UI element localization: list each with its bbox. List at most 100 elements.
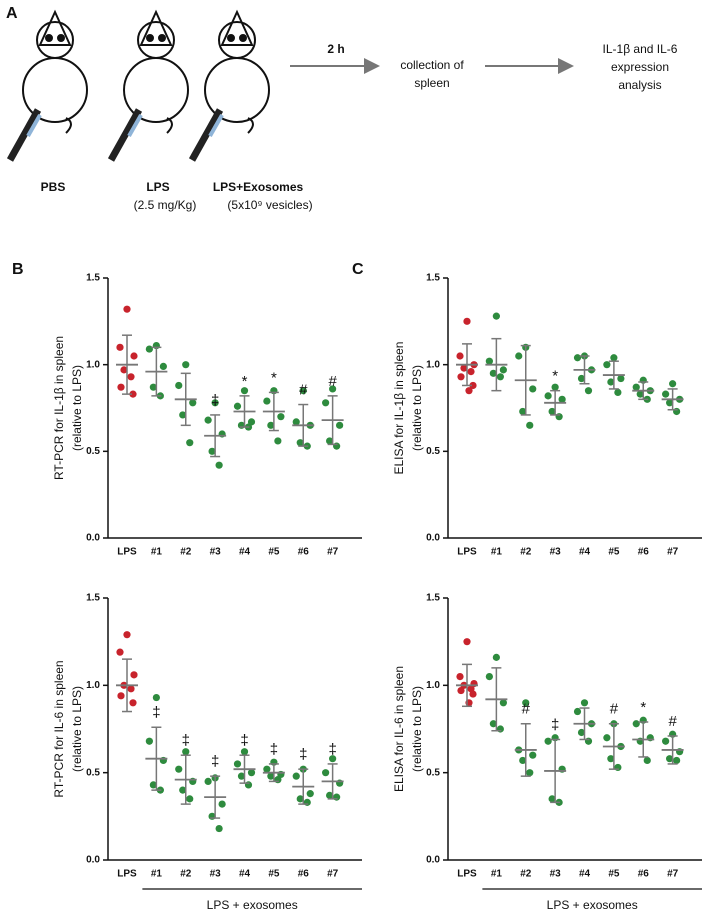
data-point	[673, 756, 681, 765]
significance: *	[640, 699, 646, 716]
data-point	[522, 699, 530, 707]
data-point	[292, 418, 300, 426]
y-tick-label: 1.5	[426, 273, 440, 284]
data-point	[296, 439, 304, 447]
data-point	[186, 795, 194, 803]
data-point	[465, 387, 473, 395]
x-tick-label: #7	[327, 547, 339, 558]
data-point	[573, 354, 582, 362]
data-point	[179, 411, 187, 419]
group-dose: (2.5 mg/Kg)	[134, 198, 197, 212]
x-tick-label: #6	[638, 869, 650, 880]
data-point	[489, 720, 497, 728]
data-point	[662, 390, 670, 398]
x-tick-label: #3	[210, 869, 222, 880]
y-axis-label: ELISA for IL-1β in spleen	[392, 342, 406, 475]
data-point	[296, 795, 304, 803]
data-point	[662, 737, 670, 745]
data-point	[263, 765, 271, 773]
data-point	[463, 638, 471, 646]
data-point	[329, 385, 337, 393]
significance: ‡	[211, 392, 219, 409]
data-point	[607, 755, 615, 763]
data-point	[117, 692, 125, 700]
significance: ‡	[152, 704, 160, 721]
data-point	[456, 673, 464, 681]
data-point	[263, 397, 271, 405]
data-point	[632, 720, 640, 728]
data-point	[233, 402, 242, 410]
y-tick-label: 1.5	[426, 593, 440, 604]
data-point	[123, 631, 131, 639]
data-point	[326, 437, 334, 445]
data-point	[117, 383, 125, 391]
y-tick-label: 1.0	[86, 680, 100, 691]
y-axis-label: RT-PCR for IL-1β in spleen	[52, 336, 66, 480]
x-tick-label: #6	[298, 869, 310, 880]
data-point	[457, 373, 465, 381]
data-point	[274, 776, 282, 784]
data-point	[333, 793, 341, 801]
data-point	[496, 373, 504, 381]
data-point	[116, 343, 124, 351]
data-point	[182, 748, 190, 756]
data-point	[526, 769, 534, 777]
data-point	[120, 366, 128, 374]
step-text: analysis	[618, 78, 661, 92]
significance: ‡	[328, 741, 336, 758]
x-tick-label: #4	[239, 547, 251, 558]
data-point	[617, 374, 625, 383]
data-point	[129, 699, 137, 707]
mice	[6, 9, 270, 162]
data-point	[267, 772, 275, 780]
data-point	[329, 755, 337, 763]
data-point	[584, 737, 593, 745]
significance: #	[668, 713, 677, 730]
step-text: IL-1β and IL-6	[603, 42, 678, 56]
x-tick-label: LPS	[117, 869, 137, 880]
group-name: LPS+Exosomes	[213, 180, 304, 194]
data-point	[127, 373, 135, 381]
x-tick-label: #1	[151, 869, 163, 880]
group-label: LPS + exosomes	[547, 898, 638, 912]
significance: #	[610, 701, 619, 718]
data-point	[467, 368, 475, 376]
x-tick-label: #2	[180, 869, 192, 880]
data-point	[274, 437, 282, 445]
data-point	[244, 781, 253, 789]
data-point	[211, 399, 219, 407]
data-point	[603, 734, 611, 742]
y-axis-label: (relative to LPS)	[70, 365, 84, 451]
data-point	[129, 390, 137, 398]
data-point	[182, 361, 190, 369]
data-point	[555, 413, 563, 421]
y-tick-label: 0.0	[426, 533, 440, 544]
x-tick-label: #5	[268, 869, 280, 880]
data-point	[145, 737, 153, 745]
step-text: spleen	[414, 76, 449, 90]
x-tick-label: #2	[520, 547, 532, 558]
x-tick-label: #5	[608, 547, 620, 558]
data-point	[489, 369, 497, 377]
step-text: collection of	[400, 58, 464, 72]
data-point	[460, 364, 468, 372]
data-point	[607, 378, 615, 386]
significance: *	[271, 369, 277, 386]
data-point	[145, 345, 153, 353]
x-tick-label: LPS	[117, 547, 137, 558]
data-point	[469, 690, 477, 698]
panel-label: B	[12, 261, 24, 278]
significance: ‡	[211, 753, 219, 770]
data-point	[179, 786, 187, 794]
data-point	[240, 748, 249, 756]
significance: #	[299, 382, 308, 399]
data-point	[580, 699, 589, 707]
data-point	[204, 777, 212, 786]
data-point	[130, 352, 138, 360]
y-tick-label: 0.5	[426, 446, 440, 457]
y-tick-label: 1.5	[86, 593, 100, 604]
group-name: LPS	[146, 180, 169, 194]
data-point	[632, 383, 640, 391]
significance: ‡	[182, 732, 190, 749]
data-point	[267, 421, 275, 429]
